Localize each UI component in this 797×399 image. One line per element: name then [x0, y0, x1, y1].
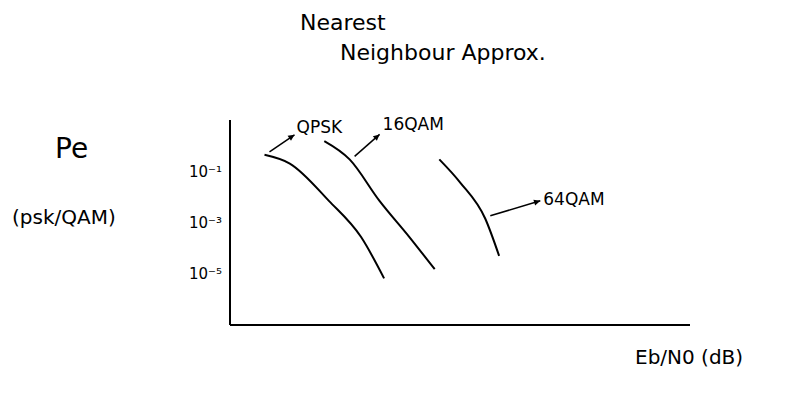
svg-text:10⁻⁵: 10⁻⁵ — [189, 265, 222, 283]
svg-text:16QAM: 16QAM — [383, 114, 444, 134]
html-text:Nearest: Nearest — [300, 10, 386, 35]
svg-text:10⁻³: 10⁻³ — [189, 214, 222, 232]
html-text:Neighbour Approx.: Neighbour Approx. — [340, 40, 546, 65]
html-text:(psk/QAM): (psk/QAM) — [12, 205, 116, 229]
html-text:Pe: Pe — [55, 132, 89, 165]
svg-text:10⁻¹: 10⁻¹ — [189, 163, 222, 181]
svg-text:QPSK: QPSK — [297, 117, 343, 137]
html-text:Eb/N0 (dB): Eb/N0 (dB) — [635, 345, 744, 369]
svg-text:64QAM: 64QAM — [543, 189, 604, 209]
